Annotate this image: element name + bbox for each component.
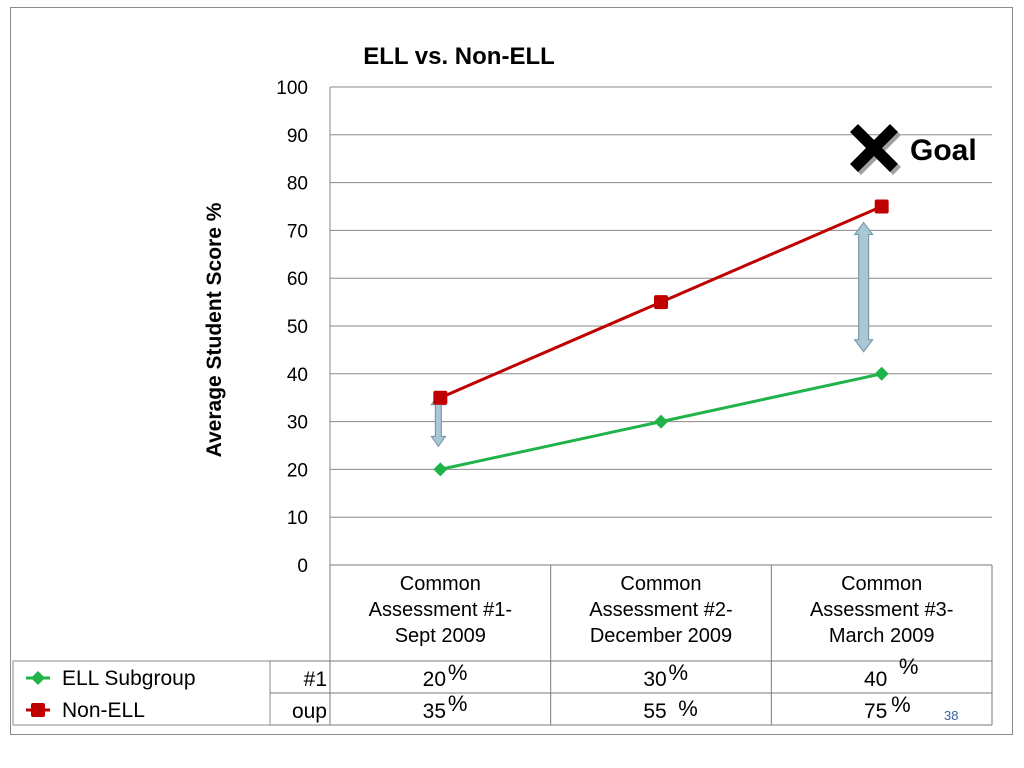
page-number: 38 [944,708,958,723]
table-cell: 40 [864,668,887,691]
legend-label: Non-ELL [62,699,145,722]
gap-arrow [853,221,874,353]
y-tick-labels: 0 10 20 30 40 50 60 70 80 90 100 [276,78,308,577]
table-cell: 35 [423,700,446,723]
legend-label: ELL Subgroup [62,667,196,690]
legend: ELL Subgroup Non-ELL [12,660,271,726]
table-row-label: oup [292,700,327,723]
gridlines [329,86,992,566]
y-axis-label: Average Student Score % [203,202,226,457]
legend-box [12,660,271,726]
y-tick-label: 70 [287,221,308,242]
data-point [874,199,889,214]
category-label: Assessment #3- [810,599,953,621]
category-label: Common [620,573,701,595]
series-lines [433,199,889,477]
table-cell: 75 [864,700,887,723]
table-cell: 55 [643,700,666,723]
data-point [433,462,448,477]
table-cell-percent: % [448,691,468,716]
y-tick-label: 50 [287,317,308,338]
category-label: Sept 2009 [395,625,486,647]
legend-marker [31,703,45,717]
gap-arrows [430,221,874,448]
y-tick-label: 90 [287,126,308,147]
data-point [874,366,889,381]
slide-frame [10,7,1013,735]
table-cell-percent: % [891,692,911,717]
y-tick-label: 0 [297,556,308,577]
category-label: Assessment #1- [369,599,512,621]
table-row-label: #1 [304,668,327,691]
table-cell: 30 [643,668,666,691]
x-mark-icon [850,124,901,175]
category-label: December 2009 [590,625,732,647]
goal-label: Goal [910,134,977,167]
table-cell: 20 [423,668,446,691]
table-cell-percent: % [899,654,919,679]
table-cell-percent: % [448,660,468,685]
table-cell-percent: % [678,696,698,721]
category-label: March 2009 [829,625,935,647]
data-point [433,390,448,405]
y-tick-label: 40 [287,365,308,386]
category-label: Common [400,573,481,595]
y-tick-label: 20 [287,460,308,481]
chart-title: ELL vs. Non-ELL [363,43,555,70]
y-tick-label: 30 [287,413,308,434]
category-label: Assessment #2- [589,599,732,621]
y-tick-label: 60 [287,269,308,290]
goal-annotation: Goal [850,124,977,175]
legend-marker [31,671,45,685]
data-table: Common Assessment #1- Sept 2009 Common Asses… [270,564,993,726]
table-cell-percent: % [669,660,689,685]
y-tick-label: 10 [287,508,308,529]
y-tick-label: 100 [276,78,308,99]
data-point [654,414,668,429]
category-label: Common [841,573,922,595]
y-tick-label: 80 [287,174,308,195]
data-point [654,295,668,310]
